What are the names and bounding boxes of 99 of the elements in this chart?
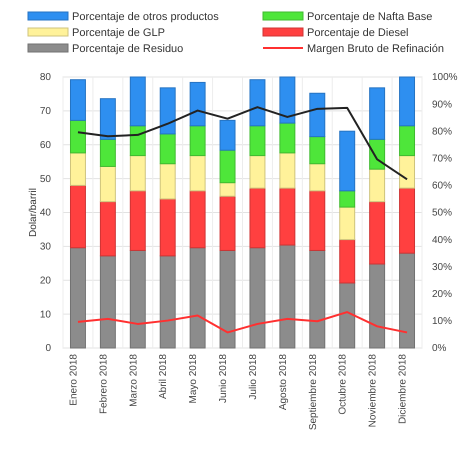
x-tick-label: Noviembre 2018 [368, 354, 379, 428]
legend-label: Porcentaje de Nafta Base [307, 11, 432, 23]
bar [100, 98, 116, 140]
y2-tick-label: 30% [432, 262, 452, 273]
bar [220, 120, 236, 151]
bar [190, 125, 206, 156]
bar [160, 255, 176, 348]
bar [130, 76, 146, 126]
y2-tick-label: 0% [432, 343, 447, 354]
bar [339, 130, 356, 192]
bar [249, 155, 266, 189]
legend-label: Porcentaje de Residuo [72, 43, 184, 55]
line-series [76, 311, 408, 334]
bar [130, 190, 146, 251]
y-tick-label: 20 [40, 275, 52, 286]
x-tick-label: Enero 2018 [68, 354, 80, 406]
bar [369, 201, 386, 264]
y2-tick-label: 20% [432, 289, 452, 300]
bar [70, 120, 86, 154]
bar [160, 133, 176, 164]
bar [399, 125, 416, 156]
y2-tick-label: 70% [432, 154, 452, 164]
y-tick-label: 50 [40, 174, 52, 185]
legend-label: Margen Bruto de Refinación [307, 43, 444, 55]
bar [220, 196, 236, 251]
bar [279, 244, 296, 348]
bar [70, 184, 86, 248]
bar [369, 168, 386, 202]
bar [309, 250, 326, 348]
bar [100, 255, 116, 348]
bar [220, 150, 236, 184]
y-tick-label: 30 [40, 242, 52, 253]
legend-label: Porcentaje de Diesel [307, 27, 409, 39]
y-tick-label: 0 [45, 343, 52, 354]
line-series [76, 106, 408, 180]
bar [339, 206, 356, 240]
y2-tick-label: 50% [432, 208, 452, 219]
x-tick-label: Mayo 2018 [188, 354, 200, 404]
x-tick-label: Diciembre 2018 [398, 354, 409, 424]
legend-label: Porcentaje de otros productos [72, 11, 220, 23]
bar [100, 201, 116, 256]
bar [190, 155, 206, 192]
y-tick-label: 70 [40, 106, 52, 118]
bar [249, 125, 266, 156]
bar [190, 82, 206, 126]
bar [339, 190, 356, 208]
bar [220, 182, 236, 197]
y-tick-label: 40 [40, 208, 52, 219]
legend-label: Porcentaje de GLP [72, 27, 165, 39]
x-tick-label: Junio 2018 [218, 354, 230, 403]
bar [130, 155, 146, 192]
y2-tick-label: 60% [432, 180, 452, 192]
bar [190, 190, 206, 248]
x-tick-label: Julio 2018 [248, 354, 259, 400]
bar [100, 166, 116, 202]
bar [279, 152, 296, 189]
y2-tick-label: 40% [432, 234, 452, 246]
bar [309, 190, 326, 251]
x-tick-label: Agosto 2018 [278, 354, 289, 410]
bar [399, 188, 416, 254]
bar [70, 79, 86, 121]
bar [279, 122, 296, 154]
bar [399, 155, 416, 189]
bar [220, 250, 236, 348]
y2-tick-label: 80% [432, 126, 452, 138]
y2-tick-label: 100% [432, 72, 458, 84]
bar [399, 76, 416, 126]
bar [190, 247, 206, 348]
bar [249, 188, 266, 248]
y-tick-label: 10 [40, 309, 52, 320]
bar [70, 247, 86, 348]
bar [309, 136, 326, 164]
bar [309, 92, 326, 138]
y-tick-label: 60 [40, 140, 52, 151]
x-tick-label: Septiembre 2018 [308, 354, 319, 430]
bar [70, 152, 86, 186]
x-tick-label: Febrero 2018 [98, 354, 110, 414]
bar [160, 163, 176, 200]
x-tick-label: Abril 2018 [158, 354, 170, 400]
x-tick-label: Marzo 2018 [128, 354, 140, 407]
bar [160, 198, 176, 256]
bar [100, 138, 116, 167]
bar [369, 87, 386, 140]
y2-tick-label: 90% [432, 99, 452, 110]
y2-tick-label: 10% [432, 316, 452, 328]
bar [249, 247, 266, 348]
bar [160, 87, 176, 134]
x-tick-label: Octubre 2018 [338, 354, 349, 415]
bar [130, 250, 146, 348]
bar [339, 239, 356, 284]
bar [309, 163, 326, 192]
y-tick-label: 80 [40, 72, 52, 84]
bar [249, 79, 266, 126]
bar [369, 263, 386, 348]
bar [279, 188, 296, 246]
y-axis-title: Dolar/barril [28, 188, 39, 237]
bar [399, 252, 416, 348]
bar [339, 282, 356, 348]
bar [279, 76, 296, 124]
